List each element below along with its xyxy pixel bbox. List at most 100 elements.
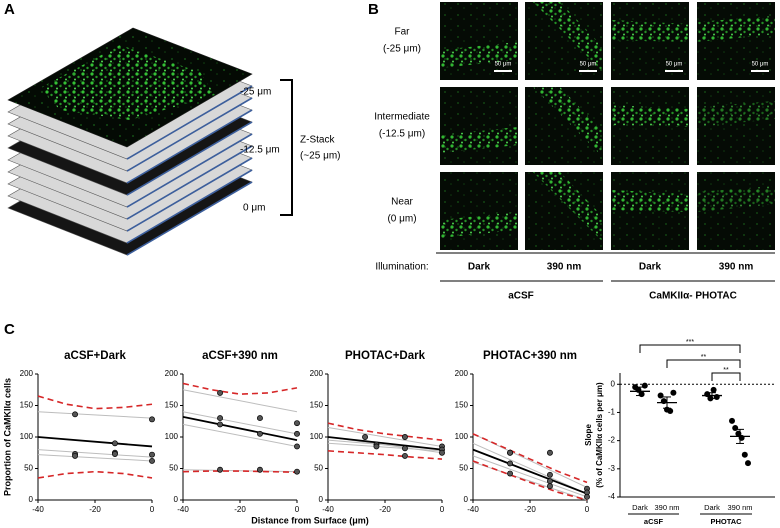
ci-upper	[472, 433, 588, 484]
row-label: Near	[391, 197, 413, 208]
significance-bracket	[666, 359, 741, 368]
data-point	[149, 416, 155, 423]
micrograph-noise	[697, 172, 775, 250]
row-label: (-25 μm)	[383, 44, 421, 55]
data-point	[547, 478, 553, 485]
y-tick-label: 200	[310, 369, 324, 378]
group-label: PHOTAC	[710, 517, 742, 526]
micrograph-noise	[697, 87, 775, 165]
slice-edge	[126, 85, 253, 160]
significance-label: ***	[686, 339, 694, 346]
bracket-label: (~25 μm)	[300, 151, 341, 162]
micrograph-signal	[611, 105, 689, 127]
y-tick-label: 100	[455, 432, 469, 441]
data-point	[732, 424, 739, 431]
data-point	[111, 440, 118, 447]
data-point	[149, 457, 155, 464]
animal-line	[472, 442, 588, 495]
data-point	[402, 445, 408, 452]
data-point	[373, 443, 380, 450]
data-point	[217, 466, 223, 473]
data-point	[660, 398, 667, 405]
x-tick-label: -40	[322, 505, 334, 514]
data-point	[641, 382, 648, 389]
micrograph-noise	[440, 87, 518, 165]
data-point	[294, 430, 300, 437]
row-label: (-12.5 μm)	[379, 129, 425, 140]
y-tick-label: 50	[24, 464, 33, 473]
y-axis-label: Proportion of CaMKIIα cells	[2, 378, 12, 496]
y-tick-label: 150	[455, 401, 469, 410]
y-tick-label: 50	[314, 464, 323, 473]
data-point	[257, 430, 263, 437]
animal-line	[182, 423, 298, 447]
data-point	[667, 408, 674, 415]
ci-lower	[327, 450, 443, 460]
y-tick-label: 0	[464, 495, 469, 504]
x-tick-label: -20	[524, 505, 536, 514]
fit-line	[182, 415, 298, 442]
animal-line	[472, 455, 588, 498]
animal-line	[327, 427, 443, 447]
fit-line	[327, 436, 443, 451]
animal-line	[37, 449, 153, 458]
micrograph-noise	[440, 2, 518, 80]
y-axis-label: Slope	[584, 424, 593, 446]
fit-line	[472, 448, 588, 495]
data-point	[257, 466, 263, 473]
data-point	[713, 393, 720, 400]
animal-line	[472, 433, 588, 488]
data-point	[745, 460, 751, 467]
data-point	[217, 421, 223, 428]
row-label: (0 μm)	[387, 214, 416, 225]
micrograph-signal	[440, 127, 518, 153]
ci-upper	[327, 422, 443, 441]
data-point	[439, 449, 445, 456]
micrograph-signal	[533, 2, 603, 72]
y-tick-label: 50	[459, 464, 468, 473]
y-tick-label: 0	[611, 379, 616, 388]
row-label: Far	[395, 27, 411, 38]
data-point	[507, 460, 513, 467]
x-tick-label: 390 nm	[727, 503, 752, 512]
significance-label: **	[723, 367, 729, 374]
y-tick-label: -4	[608, 492, 616, 501]
x-tick-label: -20	[379, 505, 391, 514]
top-image-noise	[8, 28, 252, 147]
column-label: Dark	[468, 262, 491, 273]
animal-line	[327, 442, 443, 452]
y-tick-label: -2	[608, 436, 616, 445]
x-tick-label: 0	[150, 505, 155, 514]
micrograph-signal	[533, 172, 603, 242]
data-point	[362, 434, 368, 440]
data-point	[547, 483, 553, 490]
y-tick-label: 100	[20, 432, 34, 441]
y-tick-label: 50	[169, 464, 178, 473]
depth-label: 0 μm	[243, 203, 265, 214]
data-point	[507, 470, 513, 477]
micrograph-signal	[611, 190, 689, 212]
significance-bracket	[711, 372, 741, 381]
animal-line	[472, 461, 588, 501]
scale-bar-label: 50 μm	[752, 62, 769, 68]
data-point	[402, 452, 408, 459]
data-point	[217, 415, 223, 422]
chart-title: PHOTAC+390 nm	[483, 350, 577, 362]
y-tick-label: 100	[165, 432, 179, 441]
scale-bar-label: 50 μm	[666, 62, 683, 68]
y-tick-label: 0	[319, 495, 324, 504]
y-tick-label: 200	[20, 369, 34, 378]
x-tick-label: 0	[295, 505, 300, 514]
y-tick-label: 200	[165, 369, 179, 378]
x-tick-label: Dark	[632, 503, 648, 512]
data-point	[402, 434, 408, 440]
illumination-label: Illumination:	[375, 262, 428, 273]
chart-title: aCSF+390 nm	[202, 350, 278, 362]
depth-label: -12.5 μm	[240, 145, 280, 156]
slice-edge	[126, 145, 253, 220]
micrograph-signal	[697, 16, 775, 42]
ci-lower	[37, 470, 153, 479]
x-tick-label: -40	[32, 505, 44, 514]
group-label: CaMKIIα- PHOTAC	[649, 291, 737, 302]
